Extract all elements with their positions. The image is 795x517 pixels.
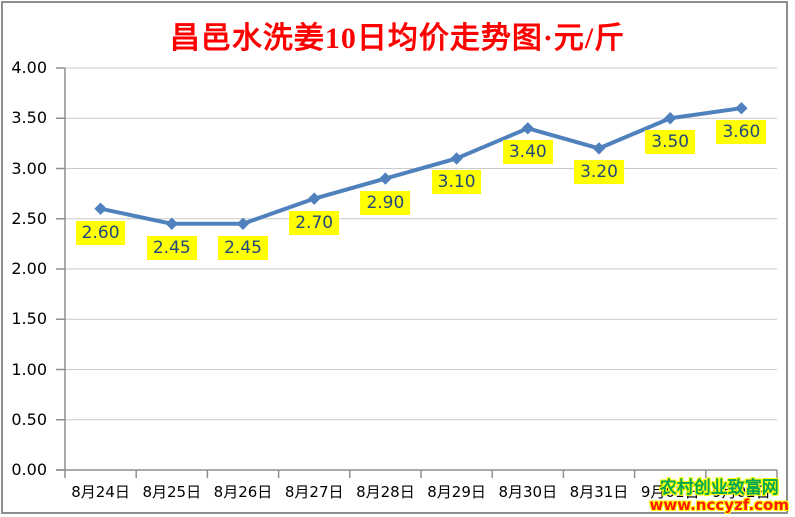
data-label: 3.10 (431, 170, 482, 195)
y-axis-label: 1.00 (11, 359, 47, 379)
x-axis-label: 8月30日 (498, 483, 558, 501)
data-label: 2.90 (360, 190, 411, 215)
data-point-marker (94, 202, 107, 215)
data-label: 2.45 (218, 235, 268, 260)
data-point-marker (592, 142, 606, 155)
x-axis-label: 9月02日 (712, 483, 771, 501)
data-label: 3.20 (574, 160, 624, 185)
y-axis-label: 3.50 (11, 108, 47, 128)
y-axis-label: 1.50 (11, 309, 47, 329)
x-axis-label: 8月31日 (569, 483, 629, 501)
data-point-marker (450, 152, 463, 165)
data-point-marker (307, 192, 321, 205)
data-point-marker (735, 101, 748, 115)
y-axis-label: 3.00 (11, 158, 47, 178)
y-axis-label: 0.50 (11, 409, 47, 429)
x-axis-label: 9月01日 (640, 483, 700, 501)
chart-title: 昌邑水洗姜10日均价走势图·元/斤 (169, 22, 626, 55)
x-axis-label: 8月27日 (284, 483, 344, 501)
x-axis-label: 8月29日 (427, 483, 486, 501)
x-axis-label: 8月26日 (213, 483, 273, 501)
y-axis-label: 2.50 (11, 208, 47, 228)
data-point-marker (663, 112, 677, 125)
y-axis-label: 4.00 (11, 58, 47, 77)
watermark: 农村创业致富网 www.nccyzf.com (649, 480, 789, 514)
x-axis-label: 8月24日 (71, 483, 130, 501)
y-axis-label: 0.00 (11, 460, 47, 479)
price-line (98, 106, 744, 226)
data-label: 2.70 (289, 210, 340, 235)
data-label: 2.45 (146, 235, 197, 260)
y-axis-label: 2.00 (11, 259, 47, 278)
data-label: 3.60 (716, 120, 767, 145)
data-label: 3.50 (645, 130, 696, 155)
data-label: 3.40 (502, 140, 553, 165)
watermark-url: www.nccyzf.com (649, 496, 789, 515)
data-point-marker (379, 172, 392, 185)
watermark-site-name: 农村创业致富网 (659, 478, 779, 499)
data-point-marker (521, 122, 535, 135)
data-point-marker (236, 217, 250, 230)
data-point-marker (165, 217, 179, 230)
x-axis-label: 8月28日 (356, 483, 415, 501)
x-axis-label: 8月25日 (142, 483, 202, 501)
data-label: 2.60 (75, 220, 126, 245)
